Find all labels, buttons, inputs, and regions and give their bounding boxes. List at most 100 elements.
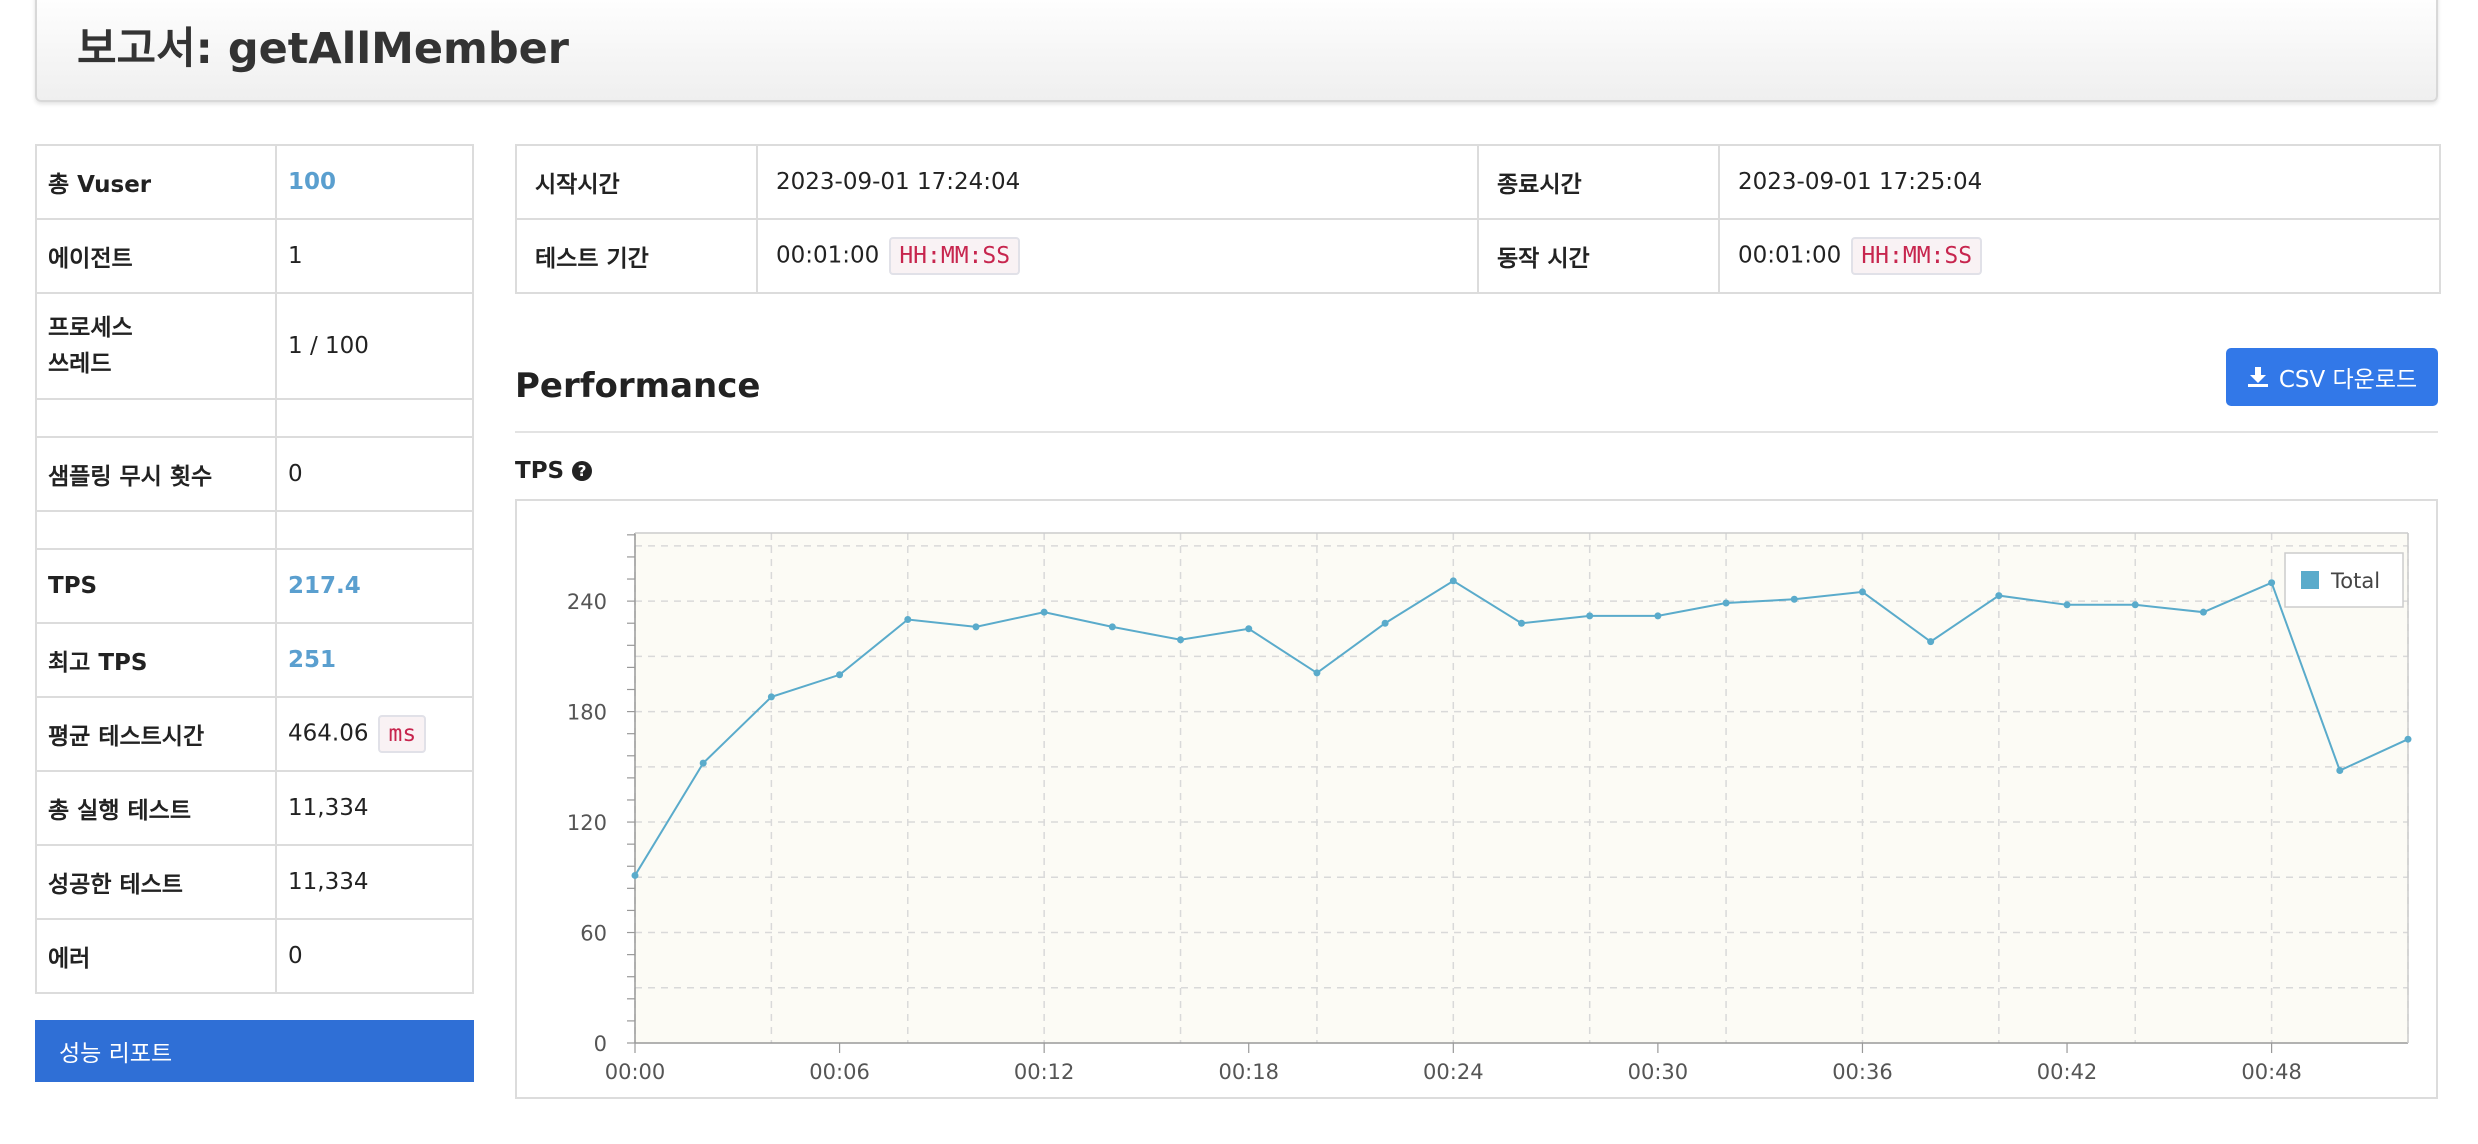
tps-chart-label: TPS ? [515,458,593,484]
data-point [2336,767,2344,775]
x-tick-label: 00:48 [2241,1060,2302,1084]
start-time-label: 시작시간 [515,144,758,220]
data-point [1518,619,1525,627]
summary-row-peak-tps: 최고 TPS 251 [35,622,474,698]
summary-row-avg-test-time: 평균 테스트시간 464.06 ms [35,696,474,772]
summary-row-ignore-sampling: 샘플링 무시 횟수 0 [35,436,474,512]
summary-row-total-tests: 총 실행 테스트 11,334 [35,770,474,846]
summary-value: 1 / 100 [275,292,474,400]
summary-label: 총 실행 테스트 [35,770,277,846]
time-format-chip: HH:MM:SS [1851,237,1983,275]
summary-label: 에러 [35,918,277,994]
summary-row-vuser: 총 Vuser 100 [35,144,474,220]
summary-value: 217.4 [275,548,474,624]
csv-download-label: CSV 다운로드 [2278,367,2418,393]
end-time-label: 종료시간 [1477,144,1720,220]
data-point [767,693,775,701]
x-tick-label: 00:06 [809,1060,870,1084]
summary-spacer [35,398,474,438]
run-time-label: 동작 시간 [1477,218,1720,294]
run-time-cell: 00:01:00 HH:MM:SS [1718,218,2441,294]
data-point [1654,612,1662,620]
summary-label: 평균 테스트시간 [35,696,277,772]
summary-value: 1 [275,218,474,294]
page-header: 보고서: getAllMember [35,0,2438,102]
data-point [631,871,639,879]
x-tick-label: 00:24 [1423,1060,1484,1084]
plot-area [635,533,2408,1043]
data-point [2199,608,2207,616]
csv-download-button[interactable]: CSV 다운로드 [2226,348,2438,406]
data-point [1313,669,1321,677]
data-point [1449,577,1457,585]
data-point [836,671,844,679]
x-tick-label: 00:36 [1832,1060,1893,1084]
tps-label-text: TPS [515,458,565,484]
summary-spacer [35,510,474,550]
summary-table: 총 Vuser 100 에이전트 1 프로세스 쓰레드 1 / 100 샘플링 … [35,144,474,994]
x-tick-label: 00:12 [1014,1060,1075,1084]
duration-label: 테스트 기간 [515,218,758,294]
data-point [1927,638,1935,646]
page-title: 보고서: getAllMember [77,24,570,74]
summary-value: 100 [275,144,474,220]
summary-label: 최고 TPS [35,622,277,698]
data-point [1040,608,1048,616]
summary-row-agent: 에이전트 1 [35,218,474,294]
duration-cell: 00:01:00 HH:MM:SS [756,218,1479,294]
y-tick-label: 60 [580,922,607,946]
performance-report-button[interactable]: 성능 리포트 [35,1020,474,1082]
data-point [972,623,980,631]
x-tick-label: 00:18 [1218,1060,1279,1084]
legend-swatch [2301,571,2319,589]
summary-row-tps: TPS 217.4 [35,548,474,624]
tps-chart-svg: 0 60 120 180 240 00:00 00:06 00:12 00:18 00:24 00:… [567,532,2412,1084]
question-circle-icon[interactable]: ? [572,461,593,481]
summary-value: 11,334 [275,770,474,846]
data-point [1722,599,1730,607]
test-info-row-duration: 테스트 기간 00:01:00 HH:MM:SS 동작 시간 00:01:00 HH… [515,218,2441,294]
summary-row-success-tests: 성공한 테스트 11,334 [35,844,474,920]
summary-label: 성공한 테스트 [35,844,277,920]
summary-value: 0 [275,918,474,994]
summary-row-errors: 에러 0 [35,918,474,994]
end-time-value: 2023-09-01 17:25:04 [1718,144,2441,220]
data-point [1245,625,1253,633]
avg-time-value: 464.06 [288,720,369,747]
summary-label: 프로세스 쓰레드 [35,292,277,400]
performance-title: Performance [515,366,761,406]
data-point [2268,579,2276,587]
time-format-chip: HH:MM:SS [889,237,1021,275]
y-tick-label: 120 [567,811,607,835]
summary-label: 에이전트 [35,218,277,294]
legend-label: Total [2330,569,2380,593]
x-tick-label: 00:30 [1628,1060,1689,1084]
data-point [2404,735,2412,743]
data-point [904,616,912,624]
summary-label: 총 Vuser [35,144,277,220]
y-tick-label: 180 [567,701,607,725]
tps-chart: 0 60 120 180 240 00:00 00:06 00:12 00:18 00:24 00:… [515,499,2438,1099]
data-point [1177,636,1185,644]
data-point [1995,592,2003,600]
data-point [1790,595,1798,603]
data-point [1858,588,1866,596]
summary-value: 464.06 ms [275,696,474,772]
x-tick-label: 00:42 [2037,1060,2098,1084]
x-tick-label: 00:00 [605,1060,666,1084]
test-info-row-time: 시작시간 2023-09-01 17:24:04 종료시간 2023-09-01… [515,144,2441,220]
data-point [1586,612,1594,620]
summary-label: 샘플링 무시 횟수 [35,436,277,512]
data-point [1381,619,1389,627]
start-time-value: 2023-09-01 17:24:04 [756,144,1479,220]
data-point [1108,623,1116,631]
summary-value: 0 [275,436,474,512]
y-tick-label: 0 [594,1032,607,1056]
test-info-table: 시작시간 2023-09-01 17:24:04 종료시간 2023-09-01… [515,144,2441,294]
summary-label: TPS [35,548,277,624]
summary-value: 11,334 [275,844,474,920]
summary-value: 251 [275,622,474,698]
unit-chip: ms [378,715,427,753]
data-point [2063,601,2071,609]
run-time-value: 00:01:00 [1738,242,1842,269]
